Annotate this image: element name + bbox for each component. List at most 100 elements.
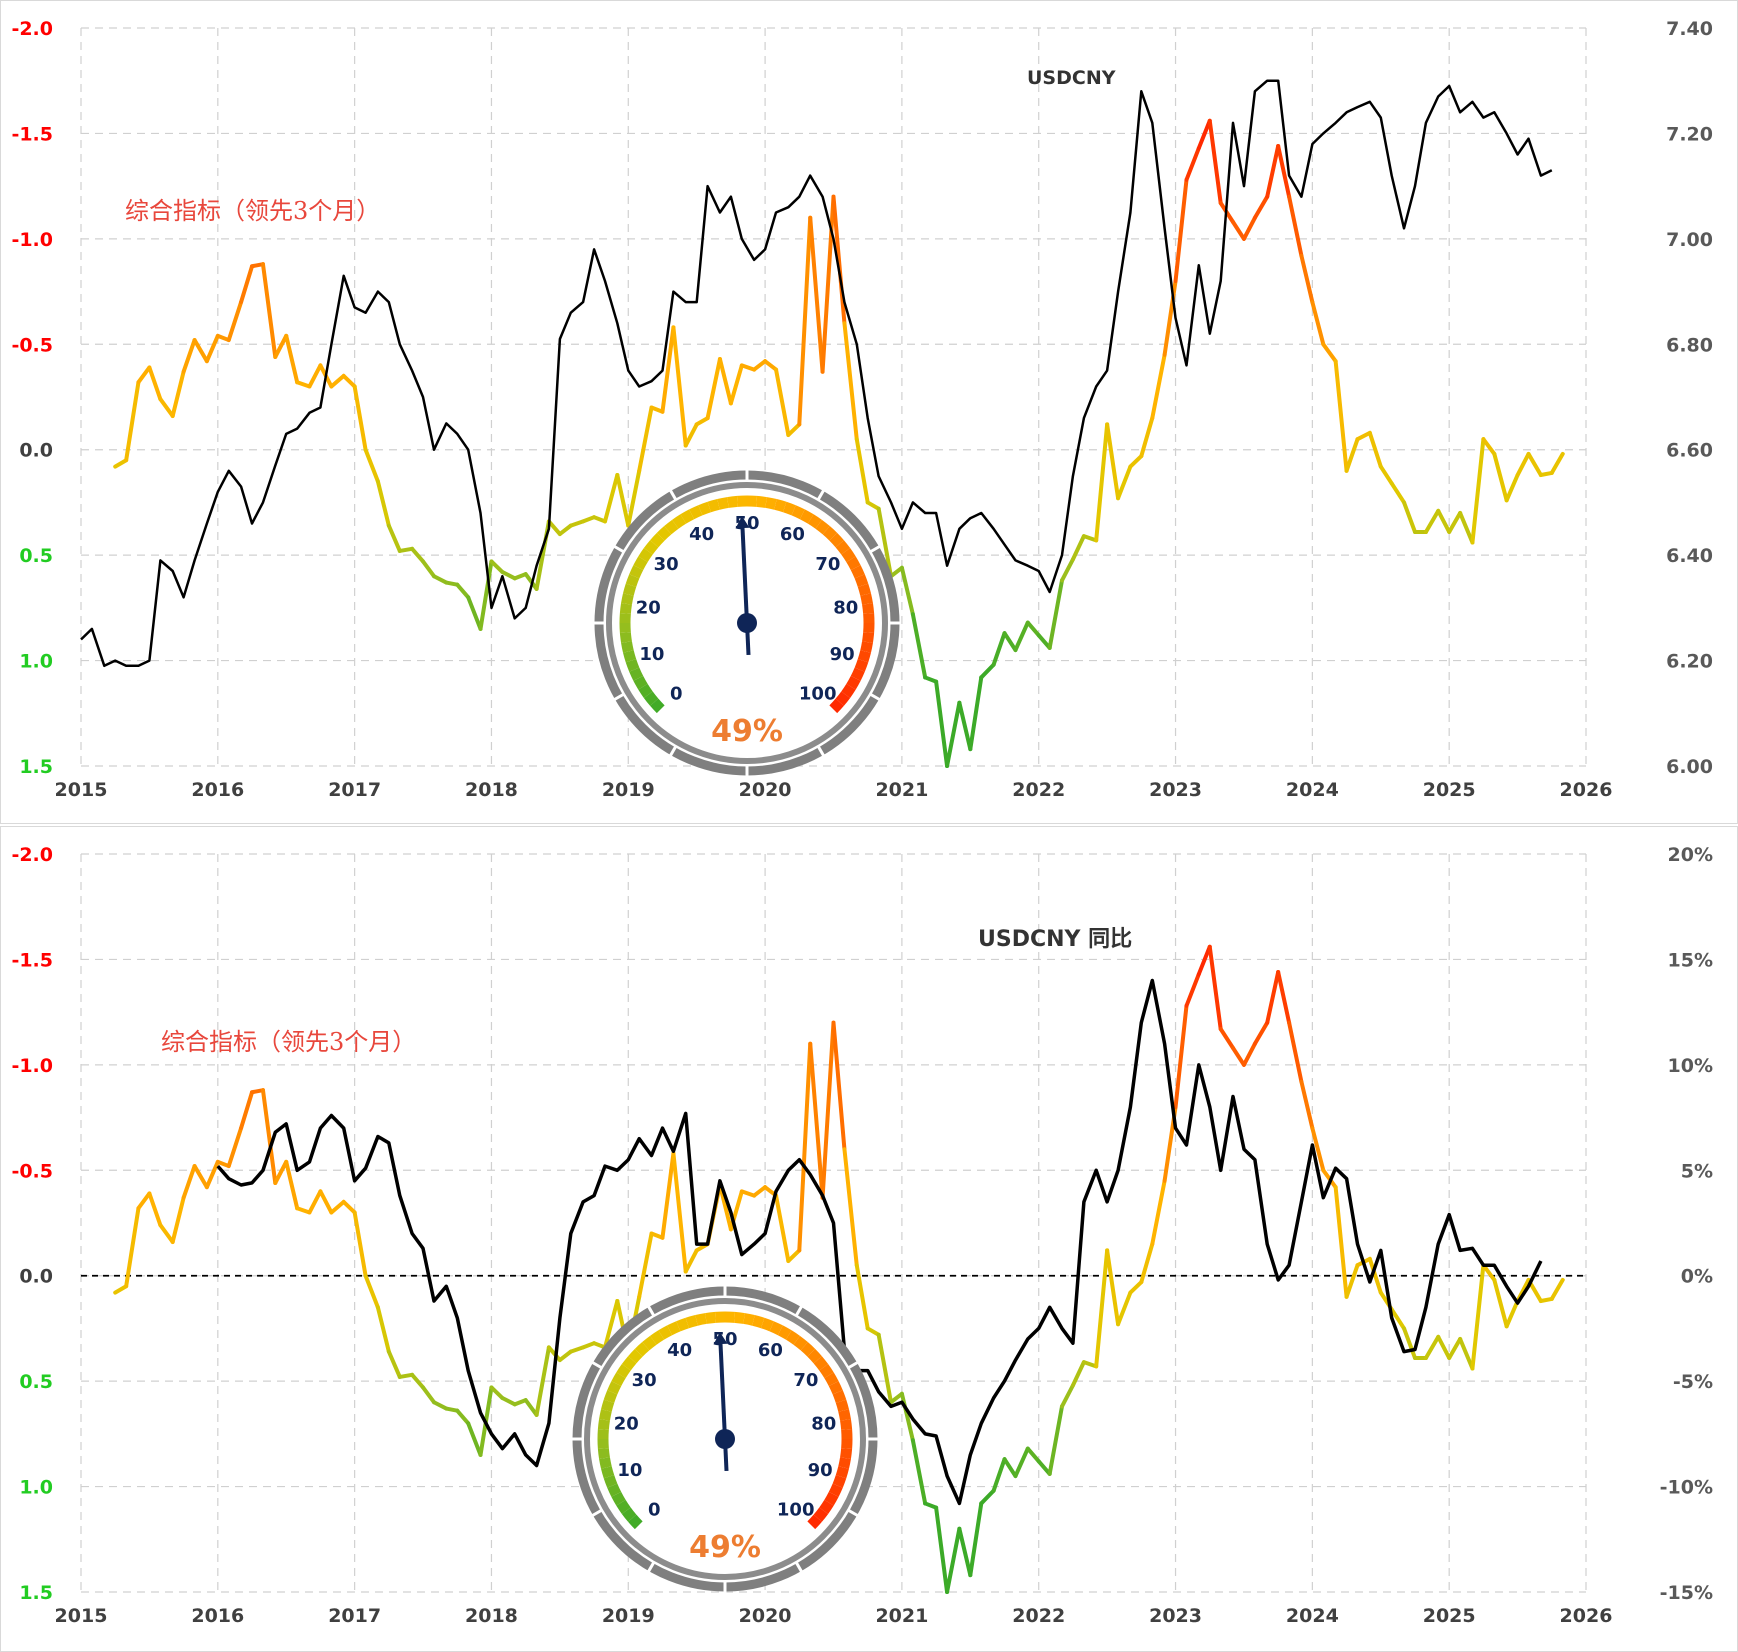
- indicator-segment: [1492, 1277, 1509, 1329]
- indicator-segment: [968, 1501, 984, 1578]
- series-usdcny-line: [80, 79, 1553, 668]
- indicator-segment: [341, 1199, 357, 1215]
- indicator-segment: [1276, 970, 1292, 1025]
- indicator-segment: [1150, 1178, 1167, 1247]
- indicator-segment: [136, 365, 152, 385]
- left-axis-tick-label: 1.5: [19, 1582, 53, 1604]
- indicator-segment: [717, 357, 733, 406]
- gauge-ring-notch: [847, 1508, 860, 1518]
- gauge-scale-arc: [860, 641, 873, 653]
- gauge-scale-arc: [664, 519, 679, 535]
- indicator-segment: [945, 1526, 962, 1594]
- indicator-segment: [239, 264, 255, 305]
- indicator-segment: [934, 1505, 950, 1594]
- indicator-segment: [683, 422, 699, 448]
- gauge-scale-label: 80: [811, 1413, 836, 1434]
- indicator-segment: [1265, 970, 1281, 1025]
- indicator-segment: [1128, 1280, 1144, 1295]
- indicator-segment: [603, 1299, 620, 1350]
- indicator-segment: [1252, 194, 1270, 220]
- x-axis-tick-label: 2021: [875, 1605, 928, 1627]
- left-axis-tick-label: 1.0: [19, 1477, 53, 1499]
- gauge-inner-ring: [606, 482, 888, 764]
- gauge-ring-notch: [794, 1561, 804, 1574]
- x-axis-tick-label: 2015: [55, 1605, 108, 1627]
- indicator-segment: [899, 565, 915, 617]
- gauge-scale-arc: [601, 1399, 615, 1412]
- chart-panel-usdcny-yoy: -2.0 -1.5 -1.0 -0.5 0.0 0.5 1.0 1.5 20% 15% 10% 5% 0…: [0, 826, 1738, 1652]
- series-label-indicator: 综合指标（领先3个月）: [125, 197, 380, 225]
- indicator-segment: [603, 473, 620, 524]
- gauge-scale-label: 90: [808, 1460, 833, 1481]
- indicator-segment: [660, 325, 676, 414]
- indicator-segment: [1047, 1404, 1064, 1476]
- gauge-scale-label: 90: [830, 644, 855, 665]
- gauge-scale-arc: [628, 1514, 643, 1530]
- indicator-segment: [854, 1263, 870, 1331]
- indicator-segment: [1116, 1290, 1133, 1327]
- x-axis-tick-label: 2017: [328, 779, 381, 801]
- left-axis-tick-label: -1.5: [11, 123, 53, 145]
- indicator-segment: [626, 468, 642, 528]
- indicator-segment: [568, 1345, 586, 1354]
- usdcny-chart: -2.0 -1.5 -1.0 -0.5 0.0 0.5 1.0 1.5 7.40 7.20 7.00…: [11, 18, 1713, 801]
- indicator-segment: [1355, 430, 1372, 442]
- indicator-segment: [1116, 464, 1133, 501]
- indicator-segment: [1070, 1360, 1086, 1388]
- indicator-segment: [888, 565, 904, 579]
- indicator-segment: [204, 1159, 220, 1190]
- gauge-scale-arc: [857, 583, 871, 596]
- indicator-segment: [1241, 215, 1257, 241]
- x-axis-tick-label: 2018: [465, 779, 518, 801]
- indicator-segment: [1504, 473, 1520, 503]
- gauge-scale-label: 40: [667, 1340, 692, 1361]
- gauge-scale-arc: [734, 1311, 745, 1324]
- indicator-segment: [899, 1391, 915, 1443]
- gauge-scale-arc: [607, 1483, 622, 1497]
- gauge-scale-arc: [599, 1409, 612, 1421]
- gauge-scale-arc: [854, 658, 869, 672]
- indicator-segment: [660, 1151, 676, 1240]
- indicator-segment: [1458, 510, 1475, 545]
- gauge-scale-arc: [807, 1514, 822, 1530]
- gauge-scale-label: 30: [654, 554, 679, 575]
- gauge-needle-tip: [735, 516, 750, 529]
- gauge-scale-arc: [619, 632, 632, 643]
- series-composite-indicator: [113, 944, 1565, 1594]
- indicator-segment: [318, 1189, 334, 1215]
- indicator-segment: [752, 1185, 768, 1198]
- indicator-segment: [683, 1248, 699, 1274]
- indicator-segment: [273, 333, 289, 359]
- left-axis-tick-label: -0.5: [11, 334, 53, 356]
- gauge-scale-arc: [625, 574, 640, 588]
- gauge-scale-arc: [698, 501, 712, 516]
- gauge-scale-arc: [695, 1313, 707, 1326]
- chart-panel-usdcny: -2.0 -1.5 -1.0 -0.5 0.0 0.5 1.0 1.5 7.40 7.20 7.00…: [0, 0, 1738, 824]
- x-axis-tick-label: 2026: [1560, 779, 1613, 801]
- indicator-segment: [1333, 1185, 1349, 1299]
- indicator-segment: [273, 1159, 289, 1185]
- right-axis-tick-label: -15%: [1660, 1582, 1713, 1604]
- gauge-scale-label: 0: [648, 1500, 661, 1521]
- gauge-scale-arc: [799, 509, 814, 524]
- indicator-segment: [158, 397, 175, 418]
- x-axis-tick-label: 2015: [55, 779, 108, 801]
- x-axis-tick-label: 2017: [328, 1605, 381, 1627]
- gauge-scale-arc: [603, 1390, 618, 1404]
- indicator-segment: [1549, 1277, 1565, 1301]
- indicator-segment: [421, 559, 436, 579]
- gauge-ring-notch: [612, 544, 625, 554]
- x-axis-tick-label: 2020: [739, 779, 792, 801]
- indicator-segment: [1436, 508, 1452, 534]
- gauge-scale-arc: [638, 683, 653, 698]
- indicator-segment: [1333, 359, 1349, 473]
- right-axis-tick-label: 15%: [1668, 949, 1713, 971]
- gauge-scale-arc: [672, 514, 687, 529]
- gauge-scale-arc: [743, 1313, 755, 1326]
- indicator-segment: [478, 559, 494, 631]
- gauge-scale-arc: [685, 1315, 698, 1329]
- left-axis-tick-label: -1.5: [11, 949, 53, 971]
- right-axis-tick-label: 7.40: [1666, 18, 1713, 40]
- gauge-scale-arc: [752, 1315, 765, 1329]
